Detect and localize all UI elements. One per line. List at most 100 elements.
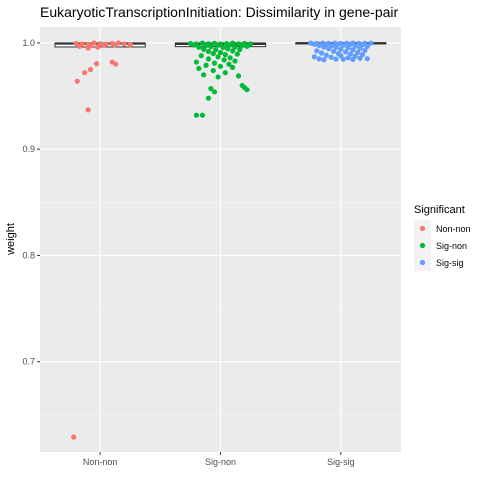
point-sig-non xyxy=(215,54,221,60)
point-sig-sig xyxy=(338,46,344,52)
point-sig-sig xyxy=(316,56,322,62)
point-sig-non xyxy=(208,86,214,92)
point-sig-non xyxy=(229,48,236,54)
point-sig-sig xyxy=(345,55,351,61)
x-tick-label: Non-non xyxy=(83,457,118,467)
point-sig-sig xyxy=(347,51,354,57)
point-sig-sig xyxy=(323,52,329,58)
point-sig-non xyxy=(221,57,227,63)
point-non-non xyxy=(73,40,79,47)
point-sig-sig xyxy=(350,56,356,63)
point-sig-sig xyxy=(321,44,327,50)
point-sig-non xyxy=(222,70,228,76)
point-sig-sig xyxy=(343,49,349,55)
point-sig-non xyxy=(205,48,212,55)
x-tick-label: Sig-non xyxy=(205,457,236,467)
point-non-non xyxy=(112,42,118,48)
legend: Significant Non-non Sig-non Sig-sig xyxy=(414,204,471,271)
point-sig-non xyxy=(220,44,226,51)
point-sig-non xyxy=(201,72,207,78)
point-non-non xyxy=(74,78,80,84)
point-sig-non xyxy=(205,95,212,101)
point-sig-sig xyxy=(328,54,334,60)
point-non-non xyxy=(85,45,91,51)
point-sig-non xyxy=(193,112,200,118)
point-sig-non xyxy=(203,42,209,49)
jitter-points xyxy=(71,40,374,440)
y-tick-label: 1.0 xyxy=(22,38,35,48)
legend-swatch-non-non xyxy=(419,225,426,232)
point-non-non xyxy=(81,70,88,76)
legend-swatch-sig-sig xyxy=(419,259,426,266)
point-sig-non xyxy=(232,58,238,64)
point-sig-non xyxy=(215,42,221,48)
point-non-non xyxy=(127,42,133,48)
point-sig-sig xyxy=(359,52,366,58)
point-sig-non xyxy=(217,63,224,69)
point-non-non xyxy=(95,44,101,50)
point-non-non xyxy=(113,61,119,67)
point-sig-non xyxy=(191,42,197,48)
y-axis: 0.7 0.8 0.9 1.0 xyxy=(22,38,40,367)
point-sig-sig xyxy=(350,47,356,53)
point-sig-sig xyxy=(331,48,337,55)
point-sig-non xyxy=(199,112,206,118)
point-sig-non xyxy=(234,51,240,57)
point-sig-sig xyxy=(357,45,363,51)
y-tick-label: 0.8 xyxy=(22,250,35,260)
legend-label: Sig-sig xyxy=(436,258,464,268)
point-non-non xyxy=(93,61,100,67)
point-sig-non xyxy=(196,65,202,72)
point-non-non xyxy=(85,107,91,113)
point-sig-sig xyxy=(364,43,370,49)
legend-title: Significant xyxy=(414,204,465,216)
x-tick-label: Sig-sig xyxy=(327,457,355,467)
y-tick-label: 0.7 xyxy=(22,357,35,367)
point-sig-non xyxy=(196,44,202,50)
point-sig-non xyxy=(226,61,232,67)
legend-label: Non-non xyxy=(436,224,471,234)
point-sig-sig xyxy=(368,40,374,46)
point-sig-non xyxy=(244,43,250,49)
point-non-non xyxy=(101,42,107,48)
point-sig-non xyxy=(203,62,209,68)
x-axis: Non-non Sig-non Sig-sig xyxy=(83,452,355,467)
point-sig-sig xyxy=(318,50,325,56)
point-non-non xyxy=(77,43,83,49)
point-sig-non xyxy=(201,46,207,52)
point-sig-sig xyxy=(311,54,317,60)
chart-title: EukaryoticTranscriptionInitiation: Dissi… xyxy=(40,4,399,20)
y-tick-label: 0.9 xyxy=(22,144,35,154)
point-sig-sig xyxy=(340,56,346,62)
point-sig-sig xyxy=(364,56,370,62)
point-sig-non xyxy=(217,49,224,56)
point-sig-sig xyxy=(316,42,322,49)
point-sig-non xyxy=(211,89,218,95)
point-sig-non xyxy=(225,46,231,52)
point-sig-sig xyxy=(333,44,339,51)
point-sig-sig xyxy=(340,42,346,48)
legend-label: Sig-non xyxy=(436,241,467,251)
point-sig-non xyxy=(222,52,228,58)
point-sig-sig xyxy=(314,48,320,54)
legend-swatch-sig-non xyxy=(419,242,426,249)
point-sig-non xyxy=(205,56,212,62)
point-sig-non xyxy=(237,46,243,53)
point-sig-sig xyxy=(357,55,363,61)
point-sig-non xyxy=(227,55,233,61)
point-sig-non xyxy=(213,47,219,53)
point-sig-sig xyxy=(362,47,368,53)
point-sig-non xyxy=(210,50,216,57)
point-sig-sig xyxy=(352,43,358,49)
y-axis-title: weight xyxy=(5,223,17,256)
point-sig-non xyxy=(198,53,204,59)
point-sig-non xyxy=(229,64,236,70)
point-sig-non xyxy=(215,74,221,80)
point-sig-sig xyxy=(321,57,327,63)
point-sig-non xyxy=(193,59,200,65)
point-sig-non xyxy=(210,67,216,74)
point-non-non xyxy=(87,66,94,73)
point-non-non xyxy=(91,40,97,46)
point-sig-non xyxy=(239,42,245,49)
